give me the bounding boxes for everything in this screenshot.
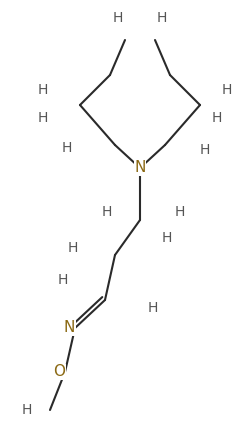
Text: H: H (212, 111, 222, 125)
Text: O: O (53, 365, 65, 379)
Text: N: N (64, 321, 75, 336)
Text: H: H (22, 403, 32, 417)
Text: H: H (113, 11, 123, 25)
Text: H: H (222, 83, 232, 97)
Text: H: H (148, 301, 158, 315)
Text: H: H (200, 143, 210, 157)
Text: H: H (175, 205, 186, 219)
Text: H: H (58, 273, 68, 287)
Text: H: H (38, 83, 48, 97)
Text: N: N (134, 161, 146, 175)
Text: H: H (102, 205, 112, 219)
Text: H: H (162, 231, 172, 245)
Text: H: H (38, 111, 48, 125)
Text: H: H (157, 11, 167, 25)
Text: H: H (62, 141, 72, 155)
Text: H: H (68, 241, 78, 255)
